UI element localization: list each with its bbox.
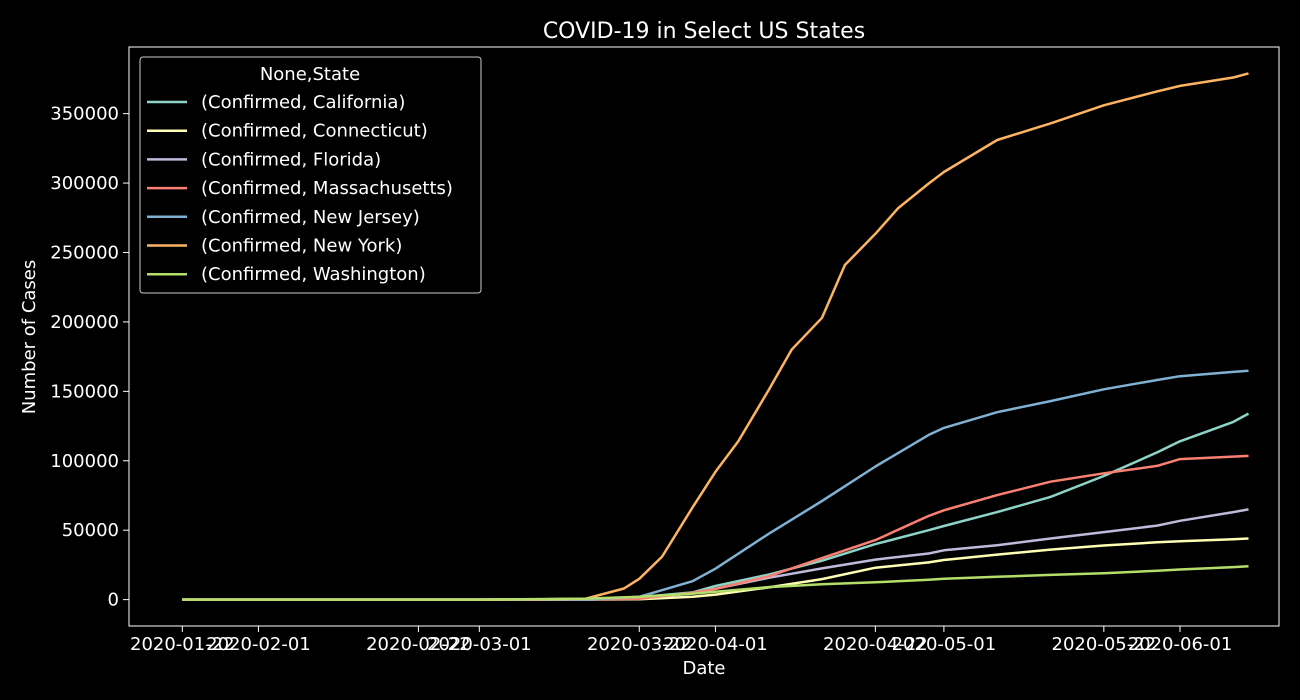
plot-frame (128, 46, 1280, 627)
x-tick-label: 2020-05-01 (892, 634, 997, 655)
series-line (182, 454, 1249, 601)
y-tick-label: 150000 (50, 381, 119, 402)
y-tick-label: 250000 (50, 242, 119, 263)
chart-title: COVID-19 in Select US States (543, 19, 865, 44)
x-tick-label: 2020-02-01 (206, 634, 311, 655)
series-line (182, 72, 1249, 601)
legend-label: (Confirmed, Massachusetts) (201, 178, 453, 199)
y-axis-label: Number of Cases (19, 260, 40, 415)
x-tick-label: 2020-04-22 (823, 634, 928, 655)
legend: None,State (Confirmed, California)(Confi… (139, 56, 482, 294)
legend-title: None,State (260, 64, 360, 85)
y-tick-label: 50000 (62, 520, 119, 541)
y-tick-label: 350000 (50, 104, 119, 125)
x-tick-label: 2020-03-01 (427, 634, 532, 655)
x-tick-label: 2020-04-01 (663, 634, 768, 655)
legend-label: (Confirmed, Connecticut) (201, 121, 428, 142)
x-tick-label: 2020-05-22 (1052, 634, 1157, 655)
y-tick-label: 300000 (50, 173, 119, 194)
x-tick-label: 2020-03-22 (587, 634, 692, 655)
legend-label: (Confirmed, New York) (201, 236, 402, 257)
x-tick-label: 2020-06-01 (1128, 634, 1233, 655)
legend-box (139, 56, 482, 294)
series-layer (182, 72, 1250, 601)
legend-label: (Confirmed, Washington) (201, 264, 426, 285)
legend-label: (Confirmed, Florida) (201, 149, 381, 170)
legend-label: (Confirmed, New Jersey) (201, 207, 420, 228)
x-tick-label: 2020-02-22 (366, 634, 471, 655)
legend-entries: (Confirmed, California) (Confirmed, Conne… (147, 92, 453, 285)
x-axis-label: Date (682, 658, 725, 679)
y-tick-label: 100000 (50, 451, 119, 472)
y-axis: 0 50000 100000 150000 200000 250000 300000 3500… (50, 104, 129, 611)
y-tick-label: 200000 (50, 312, 119, 333)
y-tick-label: 0 (108, 590, 119, 611)
series-line (182, 565, 1249, 601)
x-tick-label: 2020-01-22 (130, 634, 235, 655)
legend-label: (Confirmed, California) (201, 92, 405, 113)
